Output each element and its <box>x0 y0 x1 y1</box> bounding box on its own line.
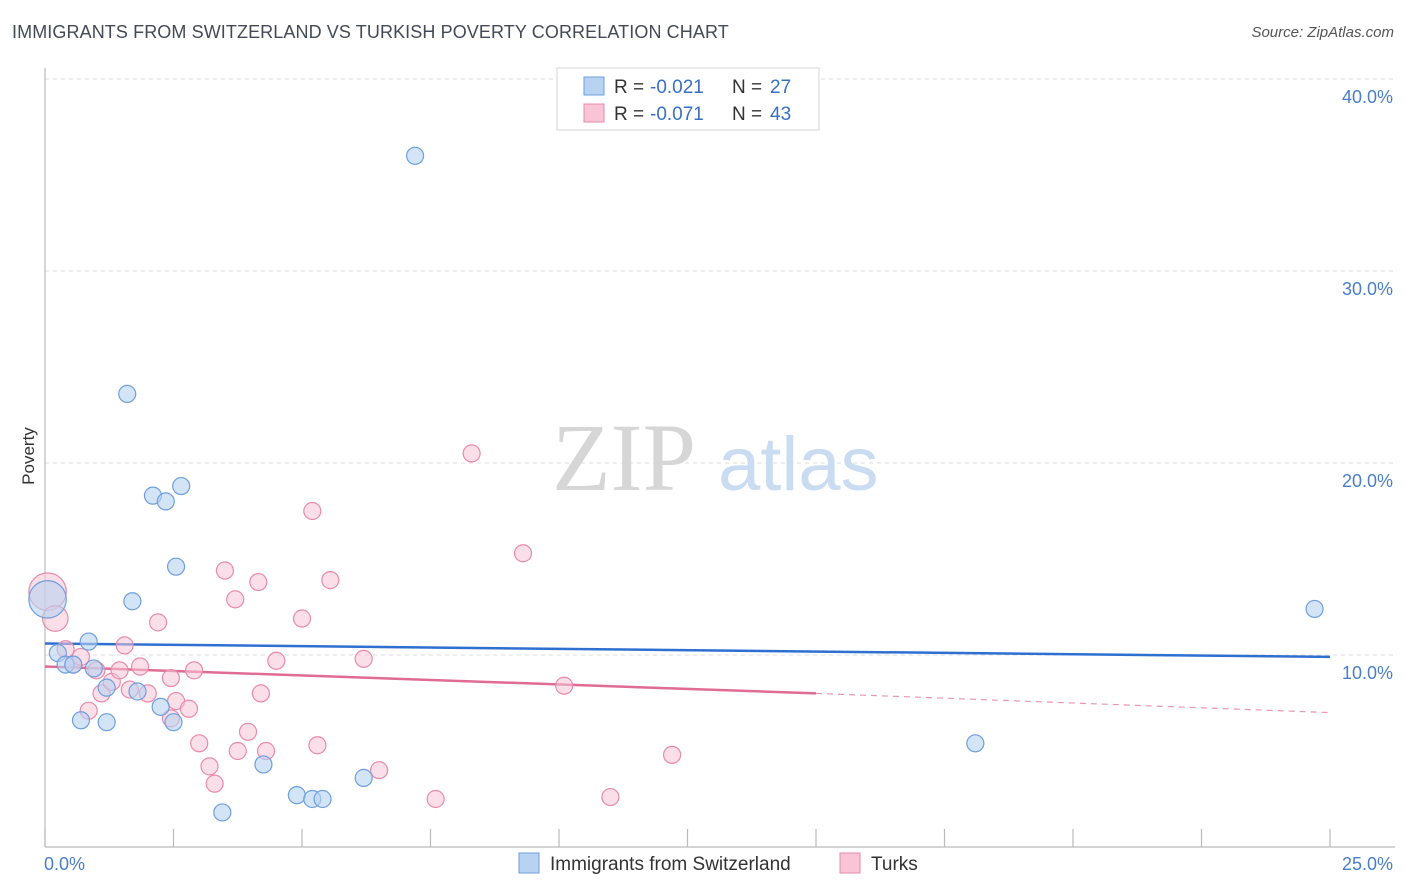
point-turks <box>292 609 312 628</box>
point-switzerland <box>97 678 116 697</box>
x-tick-label: 25.0% <box>1342 854 1393 874</box>
y-axis-label: Poverty <box>19 427 38 485</box>
point-switzerland <box>313 789 332 809</box>
watermark-atlas: atlas <box>718 422 879 507</box>
point-turks <box>555 676 574 695</box>
point-turks <box>303 501 322 521</box>
y-tick-label: 10.0% <box>1342 663 1393 683</box>
legend-r-label: R = <box>614 104 644 125</box>
trend-line-turks <box>44 665 817 695</box>
point-switzerland <box>128 682 147 701</box>
point-switzerland <box>213 803 232 822</box>
legend-n-label: N = <box>732 104 762 125</box>
legend-swatch <box>583 103 605 123</box>
watermark: ZIP atlas <box>552 404 879 511</box>
point-turks <box>321 571 340 590</box>
point-switzerland <box>156 492 175 511</box>
point-turks <box>228 741 247 761</box>
point-switzerland <box>254 755 273 774</box>
point-switzerland <box>151 697 170 716</box>
point-turks <box>115 636 134 655</box>
point-switzerland <box>118 384 137 403</box>
point-switzerland <box>79 632 98 651</box>
bottom-legend-swatch-turks <box>839 852 861 874</box>
point-switzerland <box>84 659 103 678</box>
y-tick-label: 30.0% <box>1342 279 1393 299</box>
point-switzerland <box>97 713 116 732</box>
tick-labels: 10.0% 20.0% 30.0% 40.0% 0.0% 25.0% Poverty <box>19 87 1393 874</box>
point-turks <box>190 734 209 753</box>
point-turks <box>426 789 445 809</box>
legend-r-value: -0.071 <box>650 104 704 125</box>
trend-line-switzerland <box>44 642 1331 659</box>
point-turks <box>215 561 234 580</box>
bottom-legend-label-turks: Turks <box>871 854 918 875</box>
trend-line-turks-extension <box>815 692 1331 714</box>
bottom-legend-swatch-switzerland <box>518 852 540 874</box>
point-turks <box>130 657 150 676</box>
point-turks <box>161 668 181 688</box>
watermark-zip: ZIP <box>552 404 696 511</box>
y-tick-label: 20.0% <box>1342 471 1393 491</box>
point-turks <box>226 590 245 609</box>
y-tick-label: 40.0% <box>1342 87 1393 107</box>
bottom-legend: Immigrants from Switzerland Turks <box>518 852 918 875</box>
point-turks <box>308 736 327 755</box>
point-turks <box>205 774 224 793</box>
point-turks <box>200 757 219 776</box>
point-switzerland <box>71 711 91 730</box>
point-switzerland <box>172 476 191 496</box>
point-switzerland <box>1305 599 1324 619</box>
point-switzerland <box>287 786 306 805</box>
point-turks <box>148 613 168 632</box>
legend-n-value: 43 <box>770 104 791 125</box>
point-turks <box>110 661 129 680</box>
data-points <box>28 146 1324 822</box>
point-switzerland <box>966 734 985 753</box>
point-turks <box>184 661 204 680</box>
point-turks <box>238 722 258 741</box>
point-turks <box>179 699 199 718</box>
axes <box>44 68 1395 848</box>
legend-n-value: 27 <box>770 77 791 98</box>
point-switzerland <box>164 713 183 732</box>
source-label: Source: ZipAtlas.com <box>1251 24 1394 41</box>
point-turks <box>462 444 481 463</box>
point-turks <box>662 745 682 764</box>
legend: R = -0.021 N = 27 R = -0.071 N = 43 <box>556 67 820 131</box>
point-switzerland <box>28 580 67 619</box>
point-switzerland <box>64 655 83 674</box>
bottom-legend-label-switzerland: Immigrants from Switzerland <box>550 854 791 875</box>
point-switzerland <box>166 557 186 576</box>
point-turks <box>354 649 373 668</box>
point-switzerland <box>405 146 425 165</box>
trend-lines <box>44 642 1331 714</box>
point-turks <box>513 544 533 563</box>
gridlines <box>45 78 1395 656</box>
point-turks <box>601 787 620 807</box>
legend-n-label: N = <box>732 77 762 98</box>
point-switzerland <box>354 768 373 787</box>
point-turks <box>267 651 286 670</box>
legend-swatch <box>583 76 605 96</box>
point-switzerland <box>123 592 142 611</box>
legend-r-value: -0.021 <box>650 77 704 98</box>
chart-title: IMMIGRANTS FROM SWITZERLAND VS TURKISH P… <box>12 22 729 42</box>
point-turks <box>370 761 389 780</box>
point-turks <box>251 684 270 703</box>
legend-r-label: R = <box>614 77 644 98</box>
point-turks <box>249 572 268 592</box>
x-tick-label: 0.0% <box>44 854 85 874</box>
